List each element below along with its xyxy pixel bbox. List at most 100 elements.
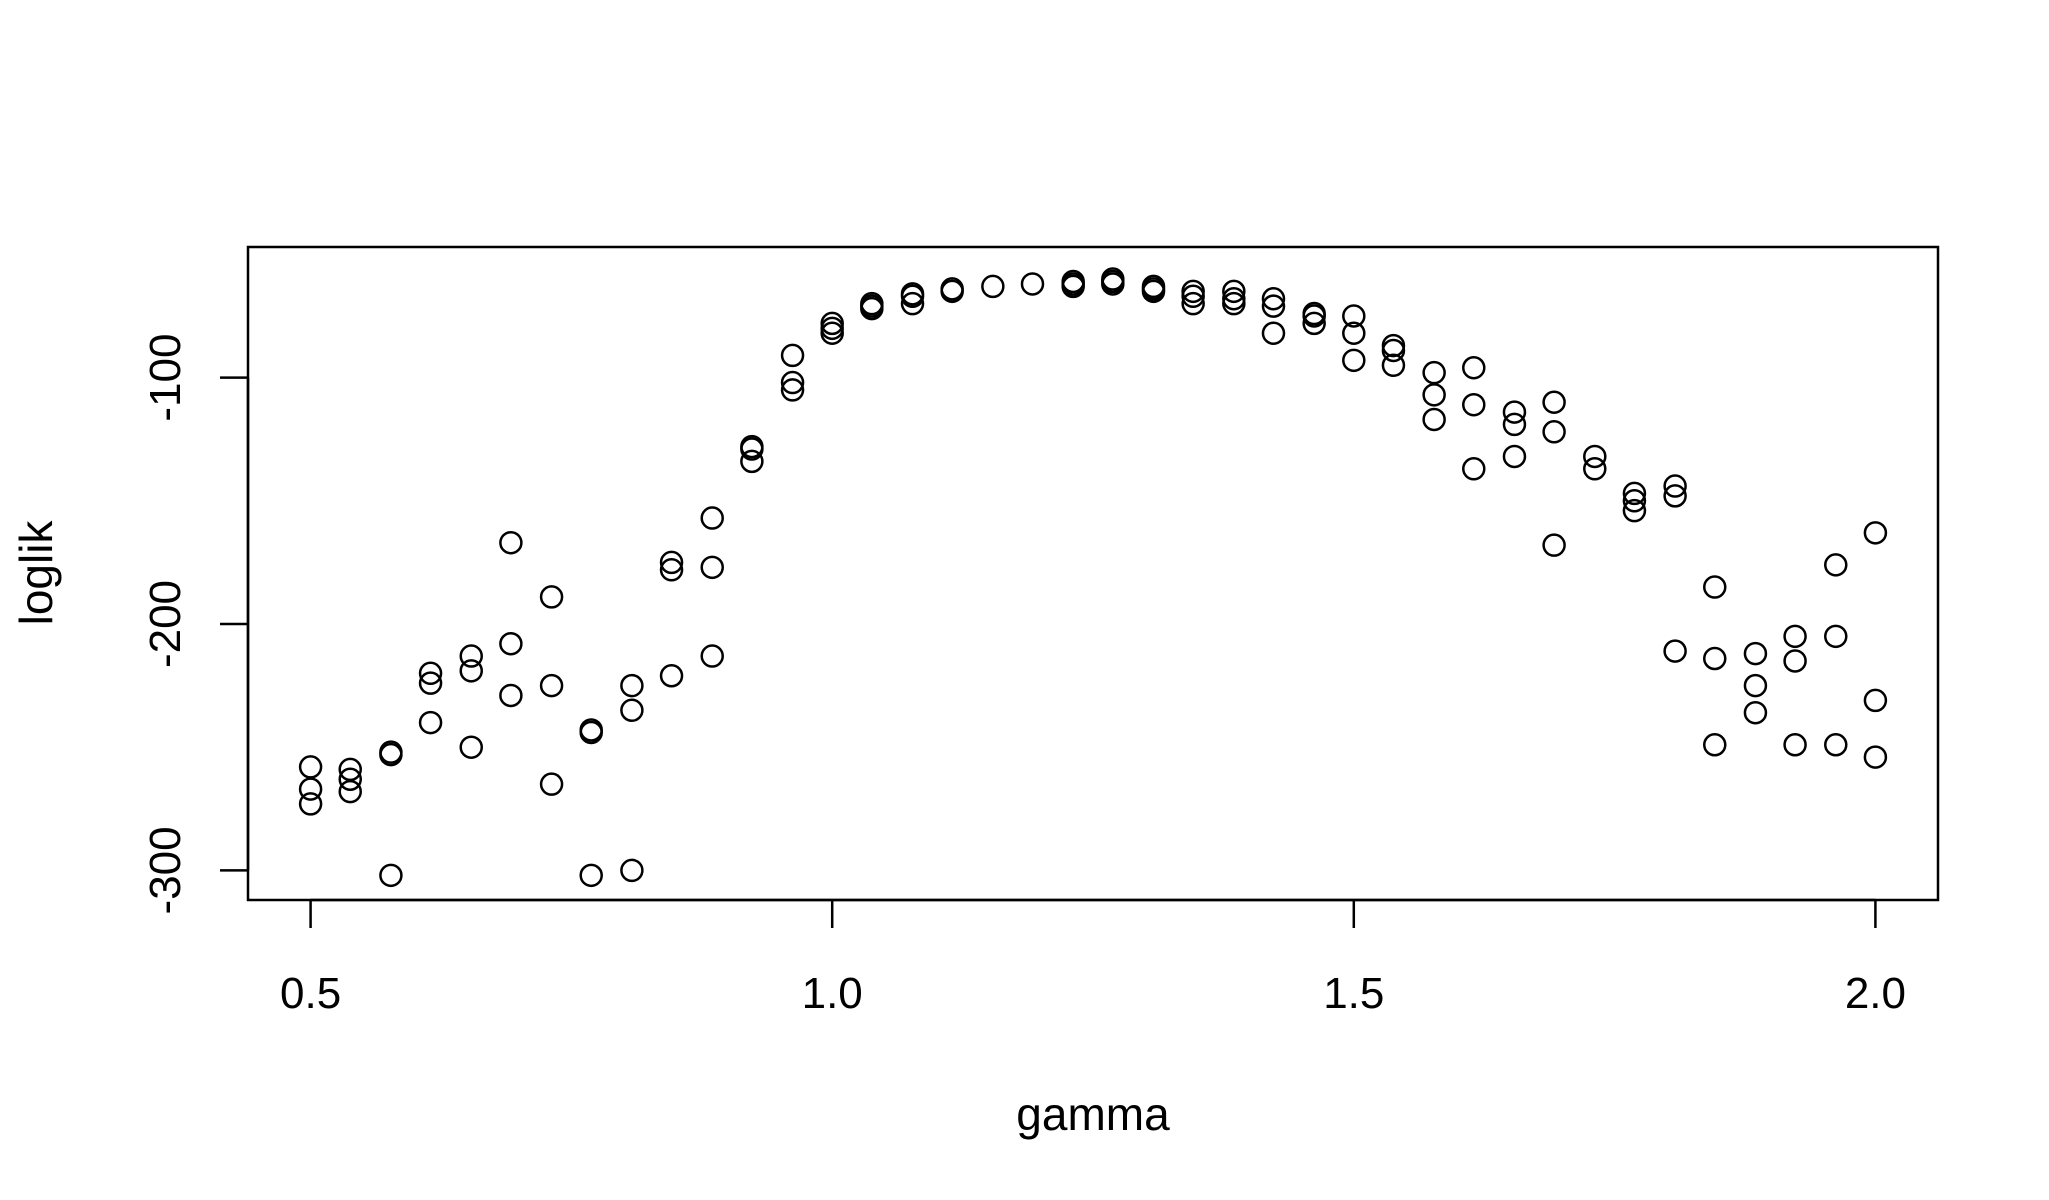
data-point bbox=[1824, 624, 1848, 649]
data-point bbox=[459, 644, 483, 668]
data-point bbox=[1703, 646, 1727, 671]
data-point bbox=[780, 370, 805, 395]
data-point bbox=[780, 378, 805, 402]
data-point bbox=[1663, 474, 1687, 498]
data-point bbox=[940, 279, 964, 304]
data-point bbox=[1381, 353, 1406, 378]
data-point bbox=[1381, 333, 1406, 358]
data-point bbox=[620, 858, 644, 883]
data-point bbox=[1622, 489, 1647, 513]
data-point bbox=[1542, 390, 1566, 414]
data-point bbox=[1181, 279, 1205, 304]
data-point bbox=[1342, 348, 1366, 373]
data-point bbox=[1302, 311, 1326, 336]
data-point bbox=[539, 772, 564, 796]
data-point bbox=[700, 555, 724, 580]
data-point bbox=[1502, 444, 1527, 469]
data-point bbox=[298, 777, 323, 801]
data-point bbox=[820, 321, 844, 345]
data-point bbox=[1462, 355, 1486, 380]
data-point bbox=[1542, 533, 1566, 557]
data-point bbox=[499, 530, 523, 555]
data-point bbox=[1422, 383, 1446, 407]
data-point bbox=[620, 673, 644, 698]
data-point bbox=[1863, 688, 1888, 713]
data-point bbox=[379, 742, 403, 767]
data-point bbox=[1743, 641, 1768, 666]
data-point bbox=[1542, 420, 1566, 444]
data-point bbox=[1261, 321, 1286, 345]
data-point bbox=[1863, 521, 1888, 545]
data-point bbox=[1422, 407, 1446, 432]
data-point bbox=[620, 698, 644, 723]
data-point bbox=[499, 683, 523, 708]
x-tick-label: 1.0 bbox=[802, 969, 863, 1018]
data-point bbox=[1703, 733, 1727, 757]
data-point bbox=[1502, 400, 1527, 424]
data-point bbox=[1583, 457, 1607, 481]
x-tick-label: 2.0 bbox=[1845, 969, 1906, 1018]
data-point bbox=[1342, 321, 1366, 345]
y-axis-title: loglik bbox=[10, 520, 62, 626]
data-point bbox=[1020, 272, 1045, 296]
data-point bbox=[700, 644, 724, 668]
data-point bbox=[1222, 279, 1246, 304]
data-point bbox=[1381, 338, 1406, 363]
data-point bbox=[1061, 274, 1085, 299]
data-point bbox=[659, 664, 684, 688]
y-tick-label: -100 bbox=[141, 334, 190, 422]
x-tick-label: 1.5 bbox=[1323, 969, 1384, 1018]
data-point bbox=[740, 437, 764, 461]
data-point bbox=[1783, 624, 1807, 649]
data-point bbox=[1462, 457, 1486, 481]
data-point bbox=[1743, 700, 1768, 725]
y-tick-label: -200 bbox=[141, 580, 190, 668]
data-point bbox=[1824, 733, 1848, 757]
data-point bbox=[1783, 649, 1807, 673]
data-point bbox=[1261, 286, 1286, 311]
data-point bbox=[539, 673, 564, 698]
data-point bbox=[1462, 392, 1486, 417]
data-point bbox=[1502, 412, 1527, 437]
data-point bbox=[1261, 294, 1286, 318]
data-point bbox=[338, 767, 362, 792]
x-axis: 0.5 1.0 1.5 2.0 bbox=[280, 898, 1906, 1018]
data-point bbox=[1181, 291, 1205, 316]
x-tick-label: 0.5 bbox=[280, 969, 341, 1018]
data-point bbox=[1783, 733, 1807, 757]
data-point bbox=[1101, 272, 1125, 296]
data-point bbox=[418, 710, 443, 735]
data-point bbox=[298, 755, 323, 779]
data-point bbox=[659, 558, 684, 582]
data-point bbox=[1622, 498, 1647, 523]
data-point bbox=[338, 779, 362, 804]
data-point bbox=[700, 506, 724, 530]
data-point bbox=[1583, 444, 1607, 469]
data-point bbox=[1342, 304, 1366, 328]
data-point bbox=[1222, 291, 1246, 316]
x-axis-title: gamma bbox=[1016, 1088, 1170, 1140]
data-point bbox=[1863, 745, 1888, 769]
data-point bbox=[780, 343, 805, 368]
data-point bbox=[579, 863, 603, 888]
data-point bbox=[1302, 304, 1326, 328]
data-point bbox=[1422, 360, 1446, 385]
data-point bbox=[820, 316, 844, 341]
data-point bbox=[740, 449, 764, 474]
data-point bbox=[1141, 279, 1166, 304]
y-axis: -100 -200 -300 bbox=[141, 334, 250, 914]
data-point bbox=[499, 631, 523, 656]
data-point bbox=[981, 274, 1005, 299]
data-point bbox=[418, 671, 443, 695]
data-point bbox=[579, 720, 603, 745]
data-point bbox=[459, 659, 483, 683]
data-point bbox=[539, 585, 564, 609]
data-point bbox=[659, 550, 684, 575]
data-point bbox=[1663, 484, 1687, 508]
data-point bbox=[379, 863, 403, 888]
data-point bbox=[1181, 284, 1205, 309]
data-point bbox=[1824, 553, 1848, 577]
data-point bbox=[860, 296, 884, 321]
plot-frame bbox=[246, 245, 1940, 902]
